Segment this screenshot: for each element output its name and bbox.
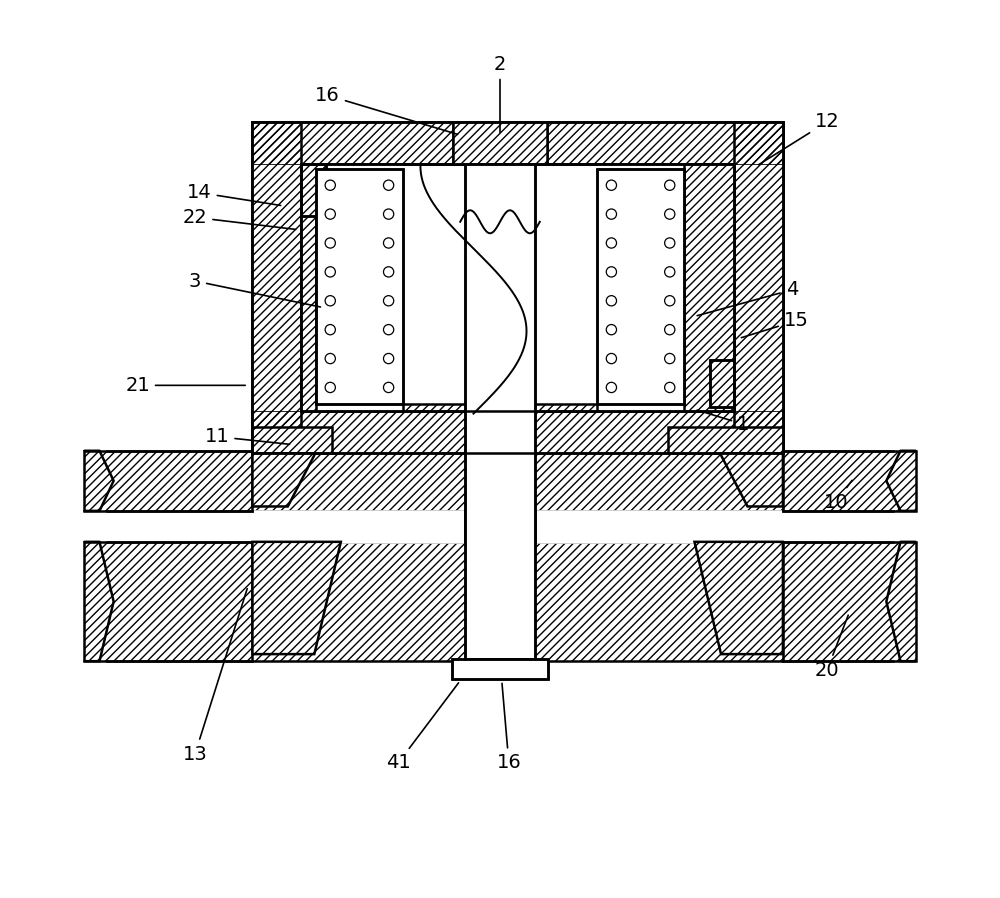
- Bar: [710, 360, 734, 407]
- Circle shape: [665, 267, 675, 277]
- Bar: [84, 541, 916, 661]
- Bar: [403, 404, 597, 411]
- Circle shape: [325, 209, 335, 219]
- Bar: [316, 169, 403, 404]
- Bar: [252, 427, 332, 453]
- Bar: [84, 451, 916, 511]
- Bar: [252, 122, 783, 164]
- Bar: [252, 122, 783, 453]
- Circle shape: [325, 354, 335, 364]
- Bar: [465, 514, 535, 539]
- Circle shape: [325, 324, 335, 335]
- Circle shape: [606, 180, 617, 190]
- Circle shape: [383, 383, 394, 392]
- Circle shape: [325, 295, 335, 306]
- Circle shape: [665, 238, 675, 248]
- Circle shape: [606, 295, 617, 306]
- Circle shape: [665, 209, 675, 219]
- Bar: [734, 122, 783, 453]
- Circle shape: [383, 354, 394, 364]
- Bar: [301, 164, 326, 216]
- Circle shape: [383, 295, 394, 306]
- Bar: [597, 169, 684, 404]
- Polygon shape: [252, 453, 314, 506]
- Bar: [252, 411, 783, 453]
- Text: 12: 12: [759, 112, 839, 164]
- Circle shape: [665, 295, 675, 306]
- Text: 16: 16: [496, 683, 521, 772]
- Text: 2: 2: [494, 55, 506, 132]
- Text: 41: 41: [386, 682, 459, 772]
- Bar: [668, 427, 783, 453]
- Polygon shape: [721, 453, 783, 506]
- Bar: [734, 122, 783, 453]
- Bar: [452, 659, 548, 679]
- Bar: [710, 360, 734, 407]
- Circle shape: [325, 267, 335, 277]
- Circle shape: [665, 383, 675, 392]
- Bar: [252, 411, 783, 453]
- Bar: [453, 122, 547, 164]
- Circle shape: [606, 383, 617, 392]
- Bar: [684, 164, 734, 411]
- Bar: [465, 164, 535, 659]
- Text: 13: 13: [183, 589, 247, 763]
- Text: 21: 21: [125, 376, 245, 395]
- Text: 4: 4: [697, 280, 798, 316]
- Bar: [252, 122, 783, 164]
- Circle shape: [383, 180, 394, 190]
- Text: 16: 16: [315, 86, 458, 135]
- Text: 11: 11: [205, 427, 289, 446]
- Bar: [316, 169, 403, 404]
- Bar: [252, 122, 301, 453]
- Text: 15: 15: [741, 312, 809, 338]
- Circle shape: [606, 267, 617, 277]
- Bar: [252, 122, 301, 453]
- Circle shape: [383, 209, 394, 219]
- Polygon shape: [252, 541, 341, 654]
- Bar: [301, 164, 316, 411]
- Circle shape: [606, 209, 617, 219]
- Text: 3: 3: [189, 271, 320, 307]
- Bar: [684, 164, 734, 411]
- Bar: [403, 404, 597, 411]
- Circle shape: [325, 383, 335, 392]
- Bar: [453, 122, 547, 164]
- Circle shape: [383, 324, 394, 335]
- Text: 14: 14: [187, 183, 281, 206]
- Circle shape: [606, 238, 617, 248]
- Bar: [301, 164, 326, 216]
- Bar: [453, 122, 547, 164]
- Circle shape: [383, 238, 394, 248]
- Circle shape: [325, 180, 335, 190]
- Text: 10: 10: [824, 480, 852, 512]
- Bar: [301, 164, 326, 216]
- Bar: [252, 122, 783, 453]
- Circle shape: [606, 324, 617, 335]
- Bar: [597, 169, 684, 404]
- Circle shape: [665, 180, 675, 190]
- Circle shape: [606, 354, 617, 364]
- Bar: [84, 451, 916, 511]
- Bar: [301, 164, 316, 411]
- Circle shape: [665, 324, 675, 335]
- Bar: [301, 164, 734, 411]
- Circle shape: [383, 267, 394, 277]
- Polygon shape: [695, 541, 783, 654]
- Bar: [252, 511, 783, 541]
- Bar: [252, 427, 332, 453]
- Text: 20: 20: [815, 615, 848, 680]
- Circle shape: [665, 354, 675, 364]
- Text: 1: 1: [697, 410, 749, 434]
- Text: 22: 22: [183, 207, 296, 229]
- Bar: [668, 427, 783, 453]
- Bar: [710, 360, 734, 407]
- Bar: [452, 659, 548, 679]
- Bar: [84, 541, 916, 661]
- Circle shape: [325, 238, 335, 248]
- Bar: [301, 164, 734, 411]
